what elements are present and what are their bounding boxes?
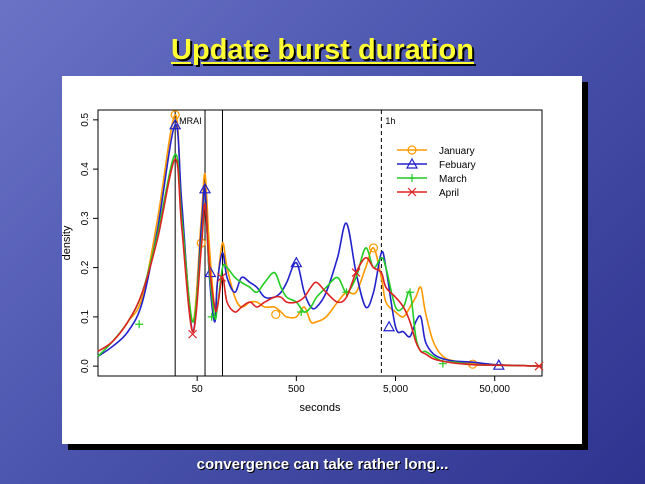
x-tick-label-3: 50,000 [479,384,510,395]
series-marker-march-4 [406,288,415,297]
series-marker-march-2 [297,307,306,316]
x-tick-label-0: 50 [192,384,204,395]
x-axis-label: seconds [300,402,341,414]
legend-item-january: January [397,145,475,157]
series-marker-febuary-1 [199,182,212,194]
legend-label: April [439,188,459,199]
series-marker-april-0 [188,329,198,339]
series-marker-febuary-3 [290,256,303,268]
series-marker-january-2 [271,309,281,320]
series-febuary [97,118,543,370]
legend-marker-march [408,174,416,182]
x-tick-label-2: 5,000 [383,384,408,395]
x-tick-label-1: 500 [288,384,305,395]
y-axis-label: density [62,225,73,260]
series-line-april [97,158,543,367]
legend-label: January [439,146,475,157]
slide-title: Update burst duration [171,34,474,66]
vline-label-1h: 1h [385,116,395,126]
density-chart: MRAI 1h 50 500 5,000 50,000 0.0 0.1 0.2 0.3 0.4 0.… [61,109,544,414]
series-marker-febuary-4 [382,320,396,332]
series-marker-april-2 [351,268,361,277]
series-january [97,110,543,369]
plot-frame [97,109,543,377]
slide-caption: convergence can take rather long... [196,456,449,473]
series-marker-april-1 [217,273,226,282]
legend-item-april: April [397,187,459,199]
series-line-january [97,114,543,367]
y-tick-label-5: 0.5 [80,112,91,126]
y-tick-label-4: 0.4 [80,162,91,176]
legend: January Febuary March April [397,145,476,199]
legend-item-febuary: Febuary [397,157,476,171]
chart-figure: MRAI 1h 50 500 5,000 50,000 0.0 0.1 0.2 0.3 0.4 0.… [61,76,582,444]
series-marker-january-3 [368,243,379,253]
series-april [97,158,544,371]
axis-layer: 50 500 5,000 50,000 0.0 0.1 0.2 0.3 0.4 0.5 [80,112,510,395]
series-marker-febuary-0 [169,118,182,130]
y-tick-label-3: 0.3 [80,211,91,225]
y-tick-label-0: 0.0 [80,359,91,373]
legend-marker-january [407,145,417,155]
legend-marker-april [407,187,417,197]
legend-marker-febuary [405,157,419,169]
series-layer [97,110,544,371]
legend-label: March [439,174,467,185]
series-marker-march-1 [207,312,216,321]
legend-item-march: March [397,174,467,185]
y-tick-label-1: 0.1 [80,310,91,324]
vline-label-mrai: MRAI [179,116,202,126]
y-tick-label-2: 0.2 [80,260,91,274]
series-marker-march-0 [135,320,144,329]
series-marker-april-3 [534,361,544,371]
legend-label: Febuary [439,160,476,171]
